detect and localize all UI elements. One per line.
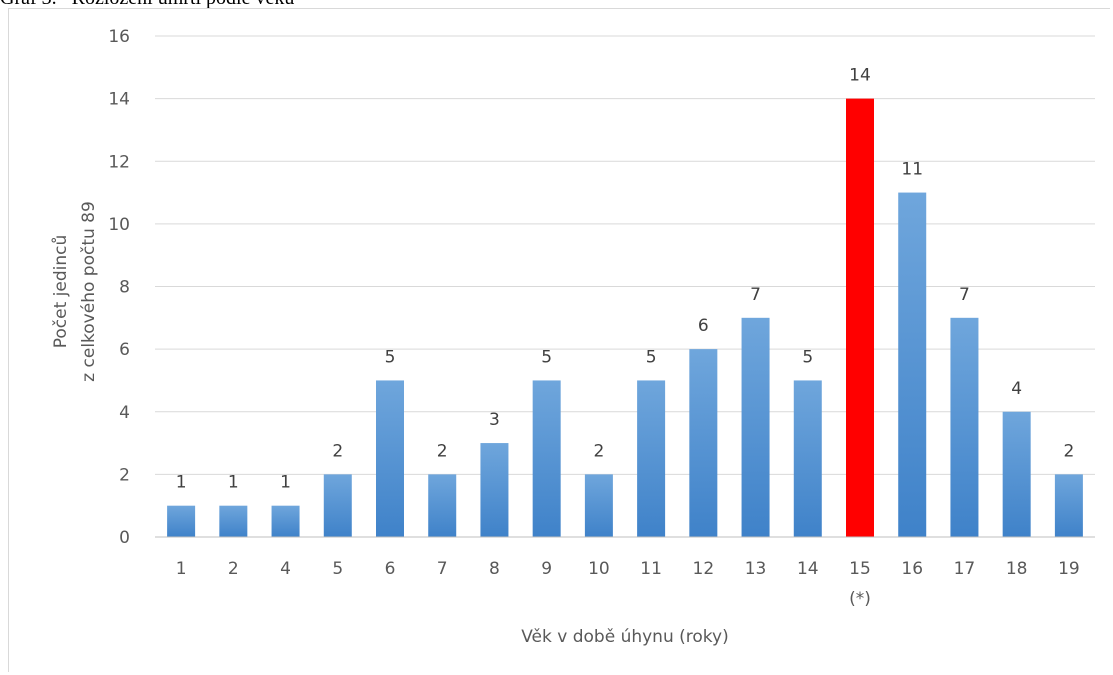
bar	[532, 380, 561, 537]
x-tick-label: 11	[640, 559, 662, 579]
bar	[950, 317, 979, 537]
data-label: 2	[593, 441, 604, 461]
x-tick-label: 19	[1058, 559, 1080, 579]
bar	[689, 349, 718, 537]
bar	[219, 505, 248, 537]
data-label: 5	[802, 347, 813, 367]
y-tick-label: 16	[108, 27, 130, 47]
x-tick-label: 6	[385, 559, 396, 579]
bar-highlighted	[846, 98, 874, 537]
x-axis-title: Věk v době úhynu (roky)	[521, 627, 728, 647]
data-label: 1	[228, 473, 239, 493]
x-tick-label: 1	[176, 559, 187, 579]
x-tick-label: 7	[437, 559, 448, 579]
data-label: 2	[332, 441, 343, 461]
bars	[167, 98, 1083, 537]
data-label: 14	[849, 66, 871, 86]
y-tick-label: 6	[119, 340, 130, 360]
data-label: 4	[1011, 379, 1022, 399]
x-tick-label: 14	[797, 559, 819, 579]
x-tick-label: 5	[332, 559, 343, 579]
y-tick-label: 10	[108, 215, 130, 235]
y-tick-label: 8	[119, 278, 130, 298]
bar	[271, 505, 300, 537]
x-tick-label: 9	[541, 559, 552, 579]
y-tick-label: 0	[119, 528, 130, 548]
y-axis-title: Počet jedinců z celkového počtu 89	[51, 201, 99, 382]
bar	[793, 380, 822, 537]
data-label: 1	[280, 473, 291, 493]
data-label: 7	[959, 285, 970, 305]
x-tick-label: 10	[588, 559, 610, 579]
x-tick-label: 18	[1006, 559, 1028, 579]
bar	[741, 317, 770, 537]
y-axis-title-line: Počet jedinců	[51, 235, 71, 349]
data-label: 2	[437, 441, 448, 461]
y-tick-label: 4	[119, 403, 130, 423]
data-label: 7	[750, 285, 761, 305]
x-tick-label: 12	[693, 559, 715, 579]
bar	[637, 380, 666, 537]
data-label: 1	[176, 473, 187, 493]
bar	[1002, 411, 1031, 537]
data-label: 5	[541, 347, 552, 367]
x-axis-ticks: 1 2 4 5 6 7 8 9 10 11 12 13 14 15 (*)16 17 18 19	[176, 559, 1080, 609]
y-axis-title-line: z celkového počtu 89	[79, 201, 99, 382]
data-label: 5	[646, 347, 657, 367]
bar	[167, 505, 196, 537]
chart-frame	[8, 8, 1110, 672]
x-tick-label: 13	[745, 559, 767, 579]
y-tick-label: 2	[119, 465, 130, 485]
gridlines	[155, 35, 1095, 475]
bar	[428, 474, 457, 537]
bar	[1054, 474, 1083, 537]
bar	[480, 443, 509, 537]
figure-caption: Graf 3. Rozložení úmrtí podle věku	[0, 0, 294, 8]
x-tick-label: 4	[280, 559, 291, 579]
data-label: 3	[489, 410, 500, 430]
x-tick-label: 8	[489, 559, 500, 579]
x-tick-label: 15 (*)	[849, 559, 871, 609]
data-label: 6	[698, 316, 709, 336]
y-tick-label: 12	[108, 152, 130, 172]
bar	[323, 474, 352, 537]
bar	[376, 380, 404, 537]
y-axis-ticks: 0 2 4 6 8 10 12 14 16	[108, 27, 130, 548]
x-tick-label: 17	[954, 559, 976, 579]
x-tick-label: 16	[901, 559, 923, 579]
data-label: 5	[385, 347, 396, 367]
bar	[898, 192, 927, 537]
bar	[584, 474, 613, 537]
data-label: 2	[1063, 441, 1074, 461]
x-tick-label: 2	[228, 559, 239, 579]
y-tick-label: 14	[108, 90, 130, 110]
data-label: 11	[901, 160, 923, 180]
